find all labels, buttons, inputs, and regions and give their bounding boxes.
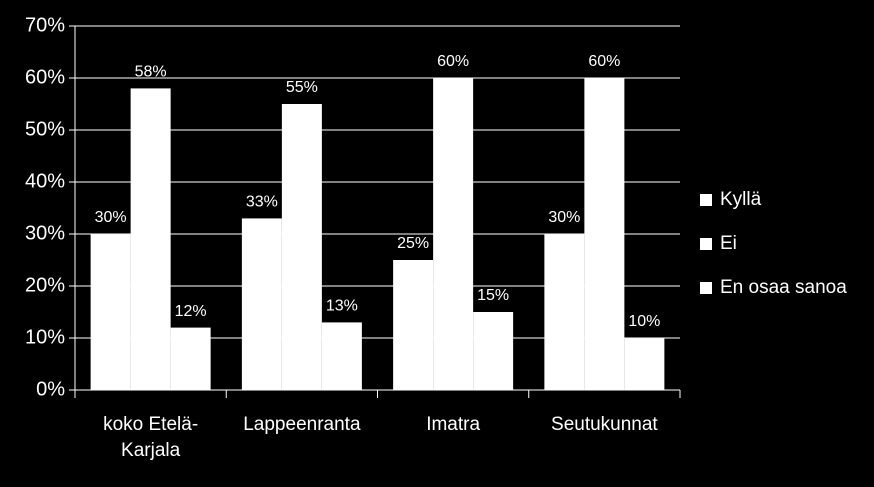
x-tick-label: Seutukunnat (551, 414, 658, 435)
y-tick-label: 60% (25, 66, 65, 88)
legend-label: Kyllä (720, 189, 762, 210)
legend-swatch (700, 282, 712, 294)
value-label: 12% (175, 303, 207, 320)
y-tick-label: 0% (36, 378, 65, 400)
x-tick-label: Lappeenranta (243, 414, 361, 435)
value-label: 60% (588, 53, 620, 70)
value-label: 10% (628, 313, 660, 330)
bar (281, 104, 322, 390)
bar (624, 338, 665, 390)
legend-swatch (700, 238, 712, 250)
y-tick-label: 20% (25, 274, 65, 296)
legend-swatch (700, 194, 712, 206)
bar (90, 234, 131, 390)
y-tick-label: 30% (25, 222, 65, 244)
legend-label: En osaa sanoa (720, 277, 847, 298)
value-label: 25% (397, 235, 429, 252)
y-tick-label: 70% (25, 14, 65, 36)
y-tick-label: 40% (25, 170, 65, 192)
value-label: 30% (95, 209, 127, 226)
bar (321, 322, 362, 390)
bar (584, 78, 625, 390)
value-label: 58% (135, 64, 167, 81)
value-label: 13% (326, 298, 358, 315)
value-label: 30% (548, 209, 580, 226)
x-tick-label: Imatra (426, 414, 481, 435)
value-label: 60% (437, 53, 469, 70)
bar (473, 312, 514, 390)
y-tick-label: 10% (25, 326, 65, 348)
bar (170, 327, 211, 390)
bar (544, 234, 585, 390)
bar (130, 88, 171, 391)
bar (433, 78, 474, 390)
legend-label: Ei (720, 233, 737, 254)
y-tick-label: 50% (25, 118, 65, 140)
x-tick-label: koko Etelä-Karjala (103, 414, 199, 461)
bar (393, 260, 434, 390)
value-label: 33% (246, 194, 278, 211)
value-label: 55% (286, 79, 318, 96)
bar (241, 218, 282, 390)
value-label: 15% (477, 287, 509, 304)
